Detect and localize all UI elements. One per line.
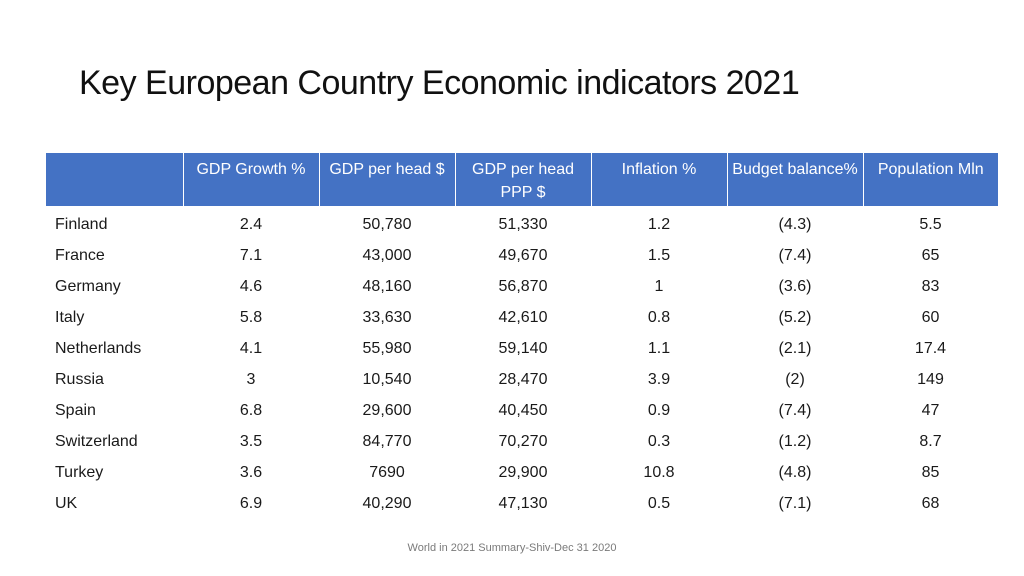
- gdp-per-head-cell: 50,780: [362, 215, 412, 233]
- table-row: Germany 4.6 48,160 56,870 1 (3.6) 83: [46, 271, 998, 302]
- table-row: Spain 6.8 29,600 40,450 0.9 (7.4) 47: [46, 395, 998, 426]
- budget-balance-cell: (3.6): [778, 277, 812, 295]
- population-cell: 47: [921, 401, 940, 419]
- country-cell: Germany: [55, 277, 121, 295]
- table-body: Finland 2.4 50,780 51,330 1.2 (4.3) 5.5 …: [46, 206, 998, 519]
- country-cell: UK: [55, 494, 78, 512]
- country-cell: France: [55, 246, 105, 264]
- gdp-ppp-cell: 56,870: [498, 277, 548, 295]
- population-cell: 149: [917, 370, 944, 388]
- gdp-per-head-cell: 40,290: [362, 494, 412, 512]
- inflation-cell: 0.8: [647, 308, 671, 326]
- economic-indicators-table: GDP Growth % GDP per head $ GDP per head…: [46, 153, 998, 519]
- gdp-growth-cell: 4.6: [239, 277, 263, 295]
- budget-balance-cell: (1.2): [778, 432, 812, 450]
- budget-balance-cell: (2): [785, 370, 805, 388]
- gdp-ppp-cell: 40,450: [498, 401, 548, 419]
- budget-balance-cell: (7.4): [778, 401, 812, 419]
- gdp-per-head-cell: 29,600: [362, 401, 412, 419]
- gdp-per-head-cell: 55,980: [362, 339, 412, 357]
- country-cell: Spain: [55, 401, 96, 419]
- gdp-per-head-cell: 33,630: [362, 308, 412, 326]
- gdp-ppp-cell: 28,470: [498, 370, 548, 388]
- header-row: GDP Growth % GDP per head $ GDP per head…: [46, 153, 998, 206]
- gdp-growth-cell: 2.4: [239, 215, 263, 233]
- inflation-cell: 0.9: [647, 401, 671, 419]
- population-cell: 65: [921, 246, 940, 264]
- gdp-ppp-cell: 47,130: [498, 494, 548, 512]
- country-cell: Netherlands: [55, 339, 142, 357]
- inflation-cell: 1.2: [647, 215, 671, 233]
- gdp-per-head-cell: 48,160: [362, 277, 412, 295]
- population-cell: 17.4: [914, 339, 947, 357]
- gdp-ppp-cell: 59,140: [498, 339, 548, 357]
- population-cell: 60: [921, 308, 940, 326]
- population-cell: 8.7: [919, 432, 942, 450]
- header-budget-balance: Budget balance%: [727, 153, 864, 206]
- gdp-ppp-cell: 29,900: [498, 463, 548, 481]
- budget-balance-cell: (4.8): [778, 463, 812, 481]
- table-row: Netherlands 4.1 55,980 59,140 1.1 (2.1) …: [46, 333, 998, 364]
- budget-balance-cell: (5.2): [778, 308, 812, 326]
- country-cell: Turkey: [55, 463, 104, 481]
- gdp-growth-cell: 6.9: [239, 494, 263, 512]
- header-gdp-growth: GDP Growth %: [183, 153, 320, 206]
- inflation-cell: 10.8: [643, 463, 675, 481]
- gdp-growth-cell: 5.8: [239, 308, 263, 326]
- table-header: GDP Growth % GDP per head $ GDP per head…: [46, 153, 998, 206]
- inflation-cell: 1.1: [647, 339, 671, 357]
- gdp-growth-cell: 3.6: [239, 463, 263, 481]
- country-cell: Switzerland: [55, 432, 138, 450]
- table-row: Russia 3 10,540 28,470 3.9 (2) 149: [46, 364, 998, 395]
- header-gdp-per-head-ppp: GDP per head PPP $: [455, 153, 592, 206]
- table-row: UK 6.9 40,290 47,130 0.5 (7.1) 68: [46, 488, 998, 519]
- budget-balance-cell: (7.1): [778, 494, 812, 512]
- population-cell: 68: [921, 494, 940, 512]
- gdp-growth-cell: 6.8: [239, 401, 263, 419]
- header-gdp-per-head: GDP per head $: [319, 153, 456, 206]
- table-row: Finland 2.4 50,780 51,330 1.2 (4.3) 5.5: [46, 206, 998, 240]
- budget-balance-cell: (4.3): [778, 215, 812, 233]
- gdp-growth-cell: 3: [246, 370, 256, 388]
- slide-footer: World in 2021 Summary-Shiv-Dec 31 2020: [407, 542, 617, 554]
- header-population: Population Mln: [863, 153, 998, 206]
- population-cell: 5.5: [919, 215, 942, 233]
- budget-balance-cell: (2.1): [778, 339, 812, 357]
- inflation-cell: 0.3: [647, 432, 671, 450]
- gdp-ppp-cell: 51,330: [498, 215, 548, 233]
- table-row: Turkey 3.6 7690 29,900 10.8 (4.8) 85: [46, 457, 998, 488]
- gdp-ppp-cell: 49,670: [498, 246, 548, 264]
- gdp-per-head-cell: 84,770: [362, 432, 412, 450]
- slide-title: Key European Country Economic indicators…: [79, 64, 800, 102]
- gdp-per-head-cell: 10,540: [362, 370, 412, 388]
- table-row: Italy 5.8 33,630 42,610 0.8 (5.2) 60: [46, 302, 998, 333]
- gdp-ppp-cell: 70,270: [498, 432, 548, 450]
- inflation-cell: 3.9: [647, 370, 671, 388]
- table-row: France 7.1 43,000 49,670 1.5 (7.4) 65: [46, 240, 998, 271]
- gdp-growth-cell: 7.1: [239, 246, 263, 264]
- gdp-growth-cell: 3.5: [239, 432, 263, 450]
- header-inflation: Inflation %: [591, 153, 728, 206]
- inflation-cell: 0.5: [647, 494, 671, 512]
- header-country: [46, 153, 184, 206]
- population-cell: 83: [921, 277, 940, 295]
- budget-balance-cell: (7.4): [778, 246, 812, 264]
- country-cell: Italy: [55, 308, 85, 326]
- country-cell: Russia: [55, 370, 104, 388]
- gdp-growth-cell: 4.1: [239, 339, 263, 357]
- gdp-per-head-cell: 7690: [369, 463, 405, 481]
- inflation-cell: 1: [654, 277, 664, 295]
- gdp-ppp-cell: 42,610: [498, 308, 548, 326]
- country-cell: Finland: [55, 215, 108, 233]
- table-row: Switzerland 3.5 84,770 70,270 0.3 (1.2) …: [46, 426, 998, 457]
- gdp-per-head-cell: 43,000: [362, 246, 412, 264]
- inflation-cell: 1.5: [647, 246, 671, 264]
- population-cell: 85: [921, 463, 940, 481]
